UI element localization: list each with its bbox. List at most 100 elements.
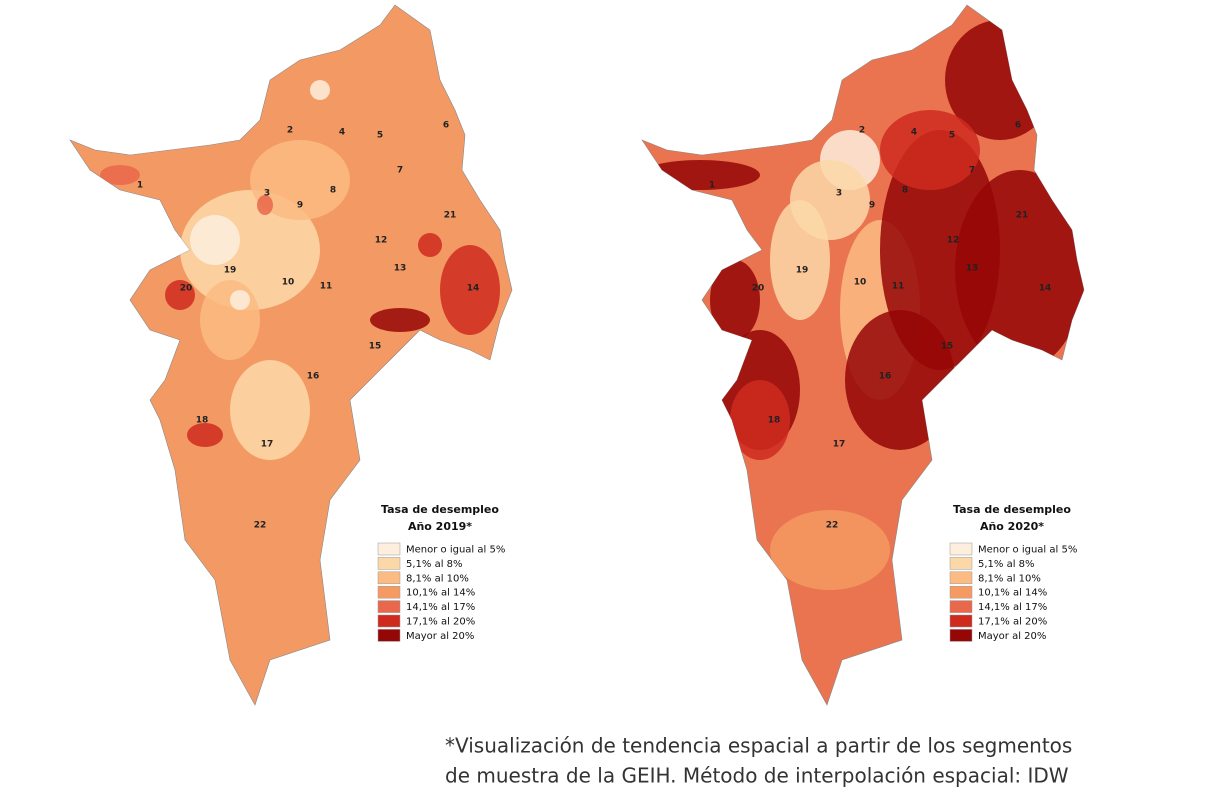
heat-blob — [710, 260, 760, 340]
legend-label: 10,1% al 14% — [978, 588, 1047, 599]
heat-blob — [370, 308, 430, 332]
map-area — [69, 4, 513, 706]
district-label: 6 — [443, 121, 449, 131]
legend-swatch — [949, 600, 973, 613]
district-label: 16 — [307, 372, 320, 382]
district-label: 8 — [902, 186, 908, 196]
heat-blob — [880, 130, 1000, 370]
legend-swatch — [949, 542, 973, 556]
legend-swatch — [949, 585, 973, 599]
district-label: 10 — [854, 278, 867, 288]
legend-swatch — [377, 614, 401, 628]
district-label: 14 — [467, 284, 480, 294]
legend-label: 5,1% al 8% — [406, 559, 463, 570]
district-label: 11 — [320, 282, 333, 292]
legend-label: 17,1% al 20% — [978, 617, 1047, 628]
district-label: 16 — [879, 372, 892, 382]
legend-label: Menor o igual al 5% — [406, 545, 505, 556]
legend-swatch — [949, 557, 973, 570]
district-label: 6 — [1015, 121, 1021, 131]
district-label: 5 — [949, 131, 955, 141]
district-label: 11 — [892, 282, 905, 292]
district-label: 20 — [180, 284, 193, 294]
district-label: 5 — [377, 131, 383, 141]
district-label: 3 — [836, 189, 842, 199]
legend-swatch — [949, 571, 973, 585]
legend-year: Año 2020* — [980, 520, 1044, 533]
legend-label: 17,1% al 20% — [406, 617, 475, 628]
heat-blob — [250, 140, 350, 220]
heat-layer — [100, 80, 500, 460]
heat-blob — [230, 360, 310, 460]
heat-blob — [187, 423, 223, 447]
legend-swatch — [377, 600, 401, 613]
district-label: 18 — [768, 416, 781, 426]
legend-label: 14,1% al 17% — [406, 602, 475, 613]
district-label: 13 — [966, 264, 979, 274]
district-label: 22 — [254, 521, 267, 531]
district-label: 21 — [444, 211, 457, 221]
district-label: 15 — [369, 342, 382, 352]
legend-swatch — [949, 629, 973, 642]
district-label: 4 — [339, 128, 345, 138]
district-label: 22 — [826, 521, 839, 531]
district-label: 18 — [196, 416, 209, 426]
heat-blob — [100, 165, 140, 185]
legend-label: 14,1% al 17% — [978, 602, 1047, 613]
legend-swatch — [377, 557, 401, 570]
district-label: 19 — [224, 266, 237, 276]
district-label: 14 — [1039, 284, 1052, 294]
footnote-line: de muestra de la GEIH. Método de interpo… — [445, 764, 1069, 788]
district-label: 1 — [137, 181, 143, 191]
legend-label: 8,1% al 10% — [978, 573, 1041, 584]
heat-blob — [440, 245, 500, 335]
legend-title: Tasa de desempleo — [381, 503, 499, 516]
district-label: 9 — [297, 201, 303, 211]
heat-blob — [200, 280, 260, 360]
heat-blob — [880, 110, 980, 190]
legend-label: 5,1% al 8% — [978, 559, 1035, 570]
district-label: 21 — [1016, 211, 1029, 221]
heat-blob — [730, 380, 790, 460]
legend-title: Tasa de desempleo — [953, 503, 1071, 516]
legend-swatch — [377, 585, 401, 599]
legend-label: 10,1% al 14% — [406, 588, 475, 599]
heat-blob — [770, 200, 830, 320]
heat-blob — [190, 215, 240, 265]
district-label: 19 — [796, 266, 809, 276]
district-label: 10 — [282, 278, 295, 288]
legend-swatch — [377, 542, 401, 556]
heat-blob — [257, 195, 273, 215]
district-label: 13 — [394, 264, 407, 274]
district-label: 1 — [709, 181, 715, 191]
district-label: 9 — [869, 201, 875, 211]
legend-swatch — [949, 614, 973, 628]
footnote-line: *Visualización de tendencia espacial a p… — [445, 734, 1072, 758]
legend-swatch — [377, 571, 401, 585]
district-label: 7 — [969, 166, 975, 176]
legend-label: 8,1% al 10% — [406, 573, 469, 584]
legend-year: Año 2019* — [408, 520, 472, 533]
heat-blob — [230, 290, 250, 310]
legend-label: Mayor al 20% — [978, 631, 1046, 642]
district-label: 3 — [264, 189, 270, 199]
district-label: 17 — [833, 440, 846, 450]
district-label: 2 — [287, 126, 293, 136]
district-label: 17 — [261, 440, 274, 450]
legend-swatch — [377, 629, 401, 642]
district-label: 4 — [911, 128, 917, 138]
district-label: 8 — [330, 186, 336, 196]
heat-blob — [845, 310, 955, 450]
heat-blob — [310, 80, 330, 100]
heat-blob — [165, 280, 195, 310]
district-label: 15 — [941, 342, 954, 352]
district-label: 20 — [752, 284, 765, 294]
district-label: 7 — [397, 166, 403, 176]
heat-blob — [418, 233, 442, 257]
district-label: 2 — [859, 126, 865, 136]
legend-label: Menor o igual al 5% — [978, 545, 1077, 556]
district-label: 12 — [375, 236, 388, 246]
